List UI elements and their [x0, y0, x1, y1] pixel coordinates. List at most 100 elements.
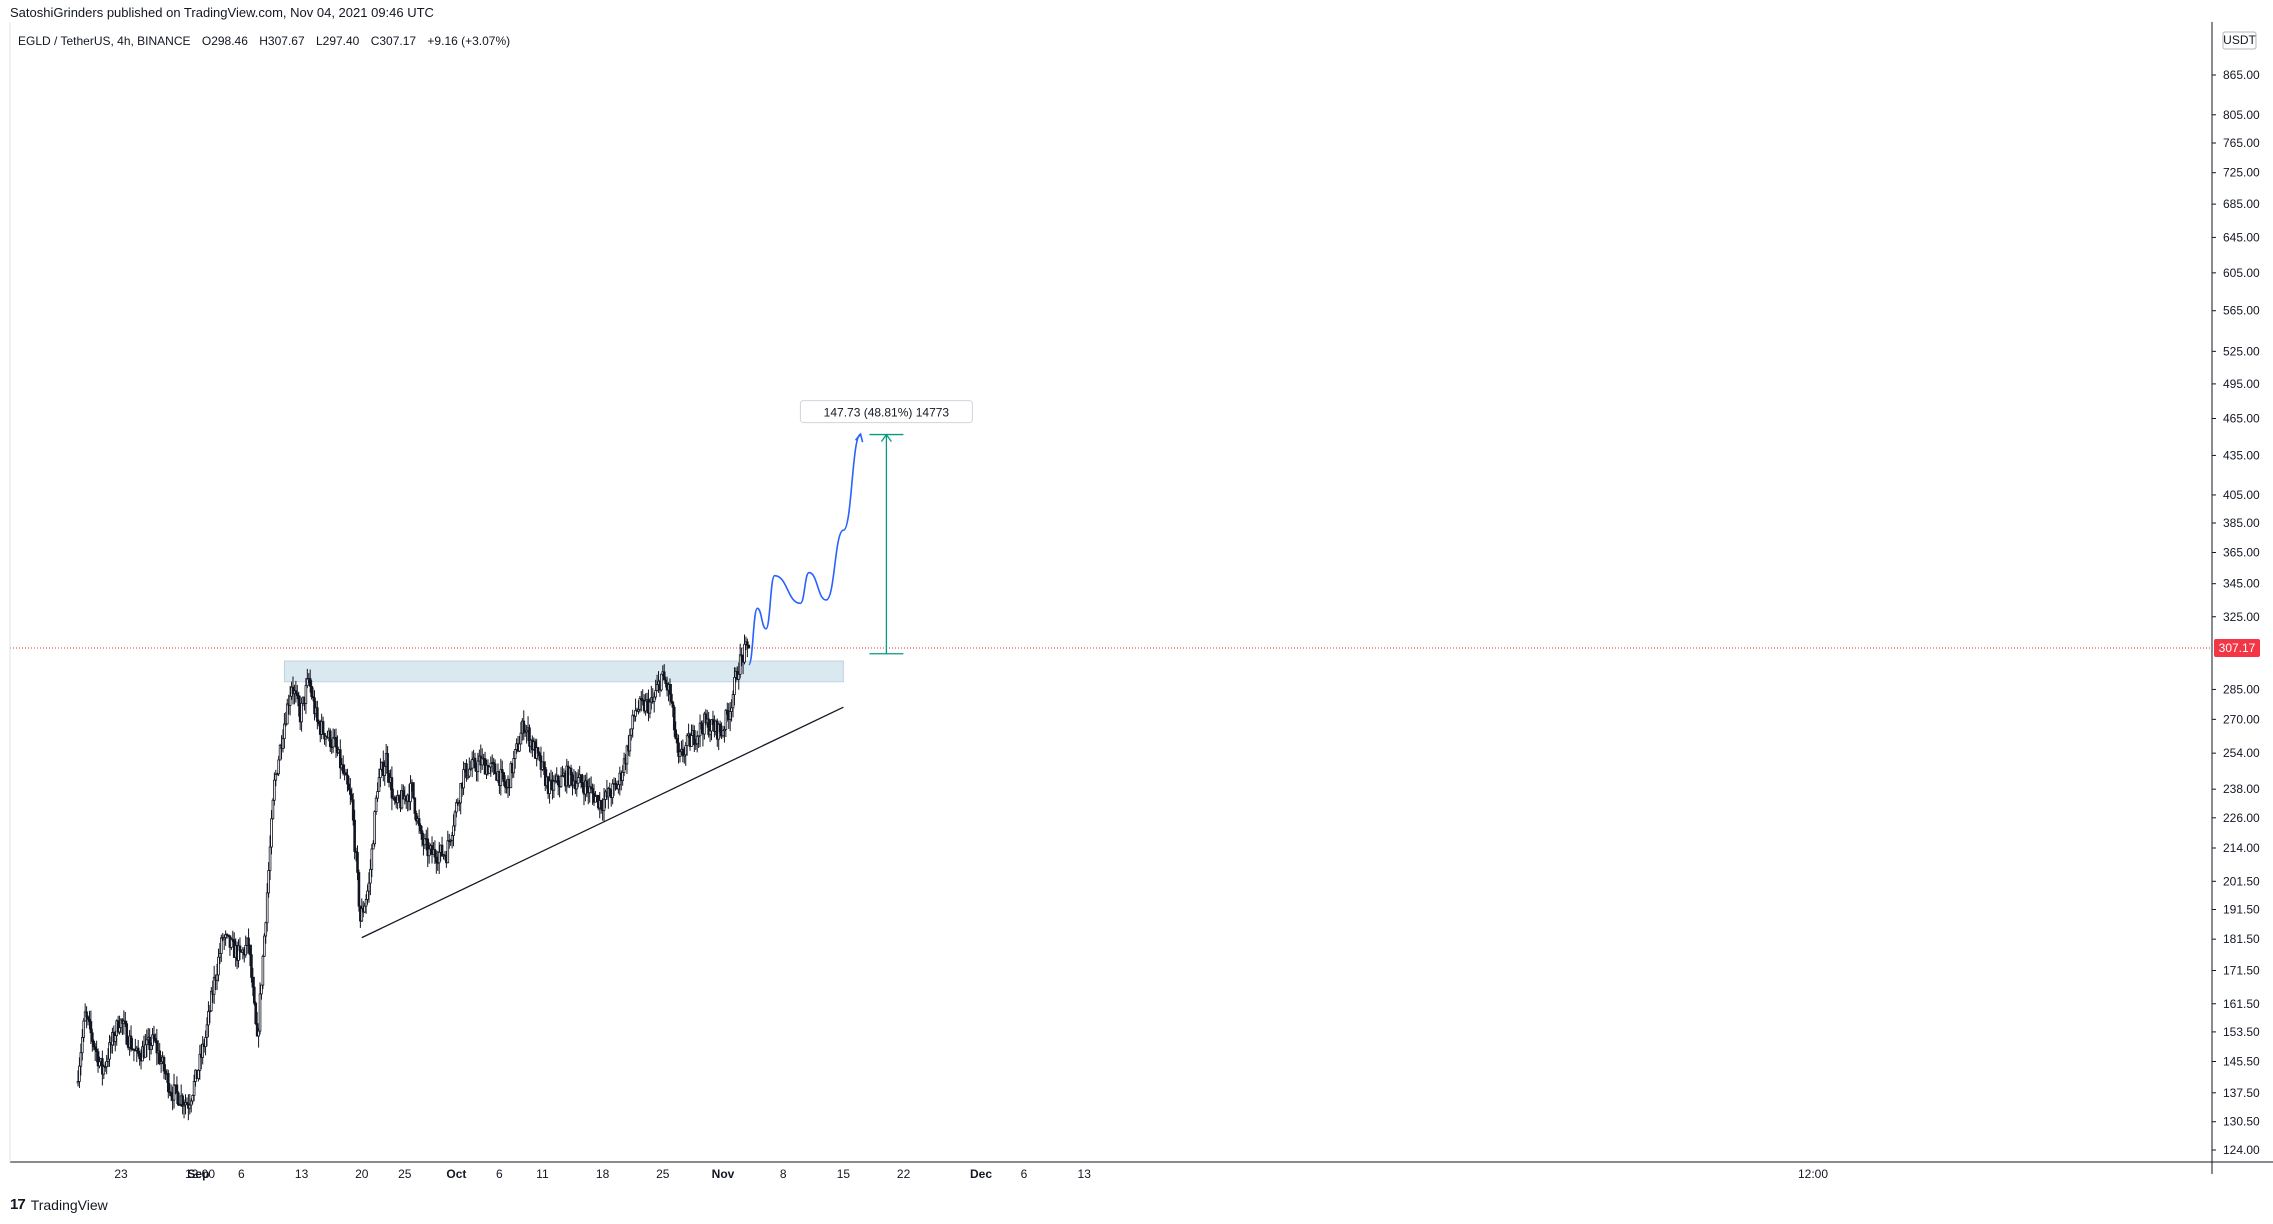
candle-up	[660, 673, 663, 691]
candle-up	[690, 735, 693, 747]
candle-up	[455, 802, 458, 813]
candle-down	[316, 707, 319, 722]
candle-up	[198, 1053, 202, 1071]
candle-up	[738, 654, 742, 675]
y-tick-label: 137.50	[2223, 1086, 2260, 1100]
candle-down	[668, 683, 672, 695]
y-tick-label: 495.00	[2223, 377, 2260, 391]
candle-down	[414, 812, 418, 822]
candle-up	[78, 1065, 81, 1082]
candle-down	[662, 671, 666, 681]
tradingview-glyph-icon: 17	[10, 1196, 26, 1213]
candle-down	[138, 1052, 141, 1060]
candle-up	[697, 735, 700, 738]
candle-down	[354, 851, 358, 853]
candle-up	[685, 735, 689, 746]
candle-up	[367, 882, 371, 892]
candle-up	[644, 700, 647, 712]
candle-down	[569, 767, 573, 776]
candle-up	[102, 1066, 106, 1075]
candle-up	[274, 774, 278, 781]
resistance-zone	[283, 660, 844, 683]
candle-up	[218, 953, 222, 958]
candle-down	[116, 1020, 120, 1033]
last-price-label: 307.17	[2219, 641, 2256, 655]
candle-up	[383, 765, 387, 776]
candle-up	[724, 709, 728, 730]
candle-down	[419, 825, 422, 832]
candle-down	[704, 713, 708, 724]
candle-down	[413, 797, 417, 814]
candle-up	[263, 935, 266, 957]
tradingview-brand: TradingView	[30, 1196, 108, 1213]
candle-up	[629, 728, 633, 736]
candle-up	[273, 779, 276, 801]
candle-up	[654, 690, 657, 698]
candle-down	[311, 696, 315, 699]
candle-up	[217, 956, 220, 976]
candle-up	[366, 890, 369, 900]
ohlc-change: +9.16 (+3.07%)	[427, 34, 511, 48]
candle-down	[674, 729, 677, 739]
candle-up	[267, 870, 270, 894]
candle-down	[86, 1016, 90, 1020]
candle-down	[347, 783, 351, 791]
candle-up	[212, 976, 216, 995]
candle-up	[284, 723, 288, 726]
ohlc-open: O298.46	[201, 34, 248, 48]
candle-up	[277, 759, 280, 775]
candle-down	[671, 701, 675, 708]
candle-up	[209, 990, 213, 1012]
candle-up	[733, 677, 736, 695]
candle-down	[294, 690, 298, 694]
candle-up	[260, 984, 263, 995]
candle-down	[177, 1092, 180, 1106]
candle-up	[423, 838, 427, 846]
candle-up	[480, 757, 484, 766]
y-tick-label: 435.00	[2223, 448, 2260, 462]
candle-down	[308, 678, 312, 687]
y-tick-label: 345.00	[2223, 577, 2260, 591]
candle-down	[681, 748, 685, 757]
symbol-name[interactable]: EGLD / TetherUS, 4h, BINANCE	[18, 34, 191, 48]
candle-down	[589, 786, 593, 789]
candle-up	[144, 1044, 147, 1058]
candle-down	[169, 1092, 173, 1097]
candles-layer	[76, 634, 751, 1121]
candle-up	[631, 714, 634, 730]
candle-up	[283, 723, 286, 739]
candle-up	[684, 745, 688, 756]
candle-down	[295, 692, 299, 697]
candle-down	[585, 780, 589, 788]
candle-down	[556, 775, 560, 786]
candle-up	[76, 1081, 80, 1084]
candle-down	[677, 742, 680, 757]
candle-up	[230, 938, 233, 948]
candle-up	[466, 775, 470, 779]
forecast-arrowhead-icon	[854, 432, 864, 443]
tradingview-logo[interactable]: 17 TradingView	[10, 1196, 108, 1213]
candle-up	[634, 709, 637, 717]
candle-up	[108, 1042, 111, 1060]
y-tick-label: 238.00	[2223, 782, 2260, 796]
candle-up	[82, 1020, 86, 1038]
candle-up	[113, 1035, 117, 1042]
candle-down	[664, 679, 667, 684]
candle-up	[151, 1034, 154, 1046]
y-tick-label: 161.50	[2223, 997, 2260, 1011]
candle-up	[118, 1027, 121, 1033]
y-tick-label: 201.50	[2223, 874, 2260, 888]
candle-down	[96, 1051, 100, 1067]
candle-up	[628, 734, 632, 752]
candle-down	[670, 693, 673, 703]
candle-up	[178, 1104, 182, 1106]
candle-down	[136, 1047, 140, 1054]
candle-up	[268, 846, 272, 871]
y-tick-label: 865.00	[2223, 68, 2260, 82]
candle-down	[310, 685, 313, 698]
candle-up	[79, 1052, 83, 1067]
candle-up	[373, 811, 376, 845]
candle-up	[728, 711, 732, 720]
candle-up	[730, 707, 733, 712]
